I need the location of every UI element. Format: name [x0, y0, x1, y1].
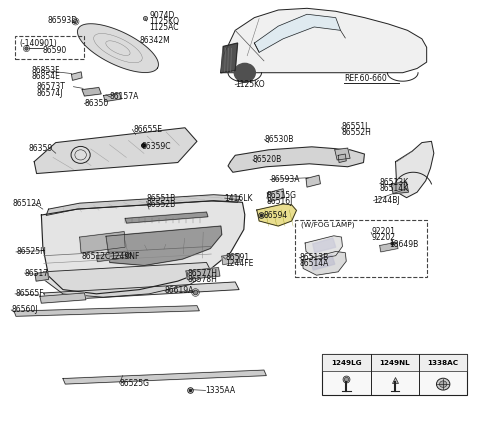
- Polygon shape: [313, 238, 336, 253]
- Bar: [323, 354, 468, 395]
- Text: 86512C: 86512C: [81, 252, 110, 261]
- Text: 1338AC: 1338AC: [428, 360, 459, 366]
- Text: 86157A: 86157A: [110, 92, 139, 101]
- Polygon shape: [391, 182, 408, 194]
- Text: 86514A: 86514A: [300, 259, 329, 268]
- Text: 86342M: 86342M: [140, 37, 170, 45]
- Polygon shape: [63, 370, 266, 384]
- Text: 1244FE: 1244FE: [226, 259, 254, 268]
- Polygon shape: [80, 232, 125, 253]
- Polygon shape: [14, 306, 199, 316]
- Text: (-140901): (-140901): [20, 39, 58, 48]
- Polygon shape: [34, 128, 197, 173]
- Polygon shape: [302, 252, 346, 275]
- Polygon shape: [380, 242, 398, 252]
- Text: 1335AA: 1335AA: [205, 386, 236, 395]
- Polygon shape: [41, 201, 245, 294]
- Text: 86514K: 86514K: [380, 184, 409, 193]
- Text: 86513B: 86513B: [300, 253, 329, 262]
- Text: 9074D: 9074D: [149, 11, 174, 20]
- Text: 86551B: 86551B: [147, 194, 176, 203]
- Polygon shape: [104, 93, 121, 102]
- Text: 18649B: 18649B: [389, 240, 419, 249]
- Polygon shape: [257, 204, 297, 226]
- Polygon shape: [44, 263, 211, 297]
- Text: 1249NF: 1249NF: [110, 252, 139, 261]
- Text: 92202: 92202: [371, 232, 395, 241]
- Circle shape: [436, 378, 450, 390]
- Polygon shape: [106, 226, 222, 266]
- Text: 86516J: 86516J: [267, 197, 293, 206]
- Text: 86560J: 86560J: [11, 306, 38, 314]
- Text: 86552H: 86552H: [341, 128, 372, 136]
- Text: 86530B: 86530B: [264, 135, 294, 144]
- Text: 86525G: 86525G: [120, 379, 149, 388]
- Bar: [323, 354, 468, 371]
- Text: 86515G: 86515G: [267, 191, 297, 200]
- Polygon shape: [221, 43, 238, 73]
- Text: 86854E: 86854E: [31, 71, 60, 81]
- Text: 86619A: 86619A: [165, 286, 194, 295]
- Text: 1125AC: 1125AC: [149, 23, 179, 32]
- Polygon shape: [82, 88, 101, 96]
- Text: 86525H: 86525H: [16, 247, 46, 256]
- Text: 86593D: 86593D: [48, 16, 78, 25]
- Text: 86512A: 86512A: [12, 198, 42, 208]
- Polygon shape: [311, 255, 335, 270]
- Text: 86551L: 86551L: [341, 122, 370, 130]
- Polygon shape: [46, 195, 240, 215]
- Polygon shape: [35, 272, 48, 281]
- Polygon shape: [96, 252, 126, 262]
- Text: 86520B: 86520B: [253, 156, 282, 164]
- Text: 86594: 86594: [264, 210, 288, 220]
- Text: 86590: 86590: [43, 46, 67, 55]
- Bar: [295, 220, 427, 277]
- Text: 86574J: 86574J: [36, 88, 63, 98]
- Text: REF.60-660: REF.60-660: [344, 74, 387, 83]
- Polygon shape: [186, 268, 220, 279]
- Text: 86853F: 86853F: [31, 66, 60, 75]
- Circle shape: [440, 381, 447, 388]
- Text: 86578H: 86578H: [187, 275, 217, 283]
- Text: 86350: 86350: [84, 99, 108, 108]
- Polygon shape: [40, 293, 86, 303]
- Polygon shape: [335, 148, 350, 160]
- Polygon shape: [221, 8, 427, 73]
- Text: 1125KO: 1125KO: [235, 80, 265, 89]
- Polygon shape: [44, 282, 239, 300]
- Bar: [15, 36, 84, 59]
- Text: 86593A: 86593A: [270, 175, 300, 184]
- Text: 86517: 86517: [24, 269, 49, 278]
- Polygon shape: [222, 254, 240, 265]
- Text: 86552B: 86552B: [147, 200, 176, 209]
- Polygon shape: [305, 236, 342, 259]
- Text: 1249LG: 1249LG: [331, 360, 362, 366]
- Text: 86591: 86591: [226, 253, 250, 262]
- Polygon shape: [228, 147, 364, 172]
- Text: 1244BJ: 1244BJ: [373, 196, 400, 205]
- Polygon shape: [77, 24, 158, 73]
- Text: 86513K: 86513K: [380, 178, 409, 187]
- Text: 92201: 92201: [371, 227, 395, 235]
- Text: 86565F: 86565F: [15, 289, 44, 298]
- Text: 86573T: 86573T: [36, 82, 65, 91]
- Polygon shape: [72, 72, 82, 80]
- Text: 1125KQ: 1125KQ: [149, 17, 179, 26]
- Text: 1249NL: 1249NL: [380, 360, 410, 366]
- Polygon shape: [125, 212, 208, 223]
- Circle shape: [71, 147, 90, 163]
- Polygon shape: [267, 189, 285, 202]
- Text: 86359: 86359: [28, 144, 53, 153]
- Polygon shape: [254, 14, 340, 52]
- Polygon shape: [338, 154, 346, 162]
- Circle shape: [234, 63, 255, 82]
- Polygon shape: [396, 142, 434, 198]
- Text: 86577H: 86577H: [187, 269, 217, 278]
- Text: 86359C: 86359C: [142, 142, 171, 151]
- Text: (W/FOG LAMP): (W/FOG LAMP): [301, 221, 354, 228]
- Text: 86655E: 86655E: [133, 125, 162, 134]
- Polygon shape: [306, 175, 321, 187]
- Text: 1416LK: 1416LK: [225, 194, 253, 203]
